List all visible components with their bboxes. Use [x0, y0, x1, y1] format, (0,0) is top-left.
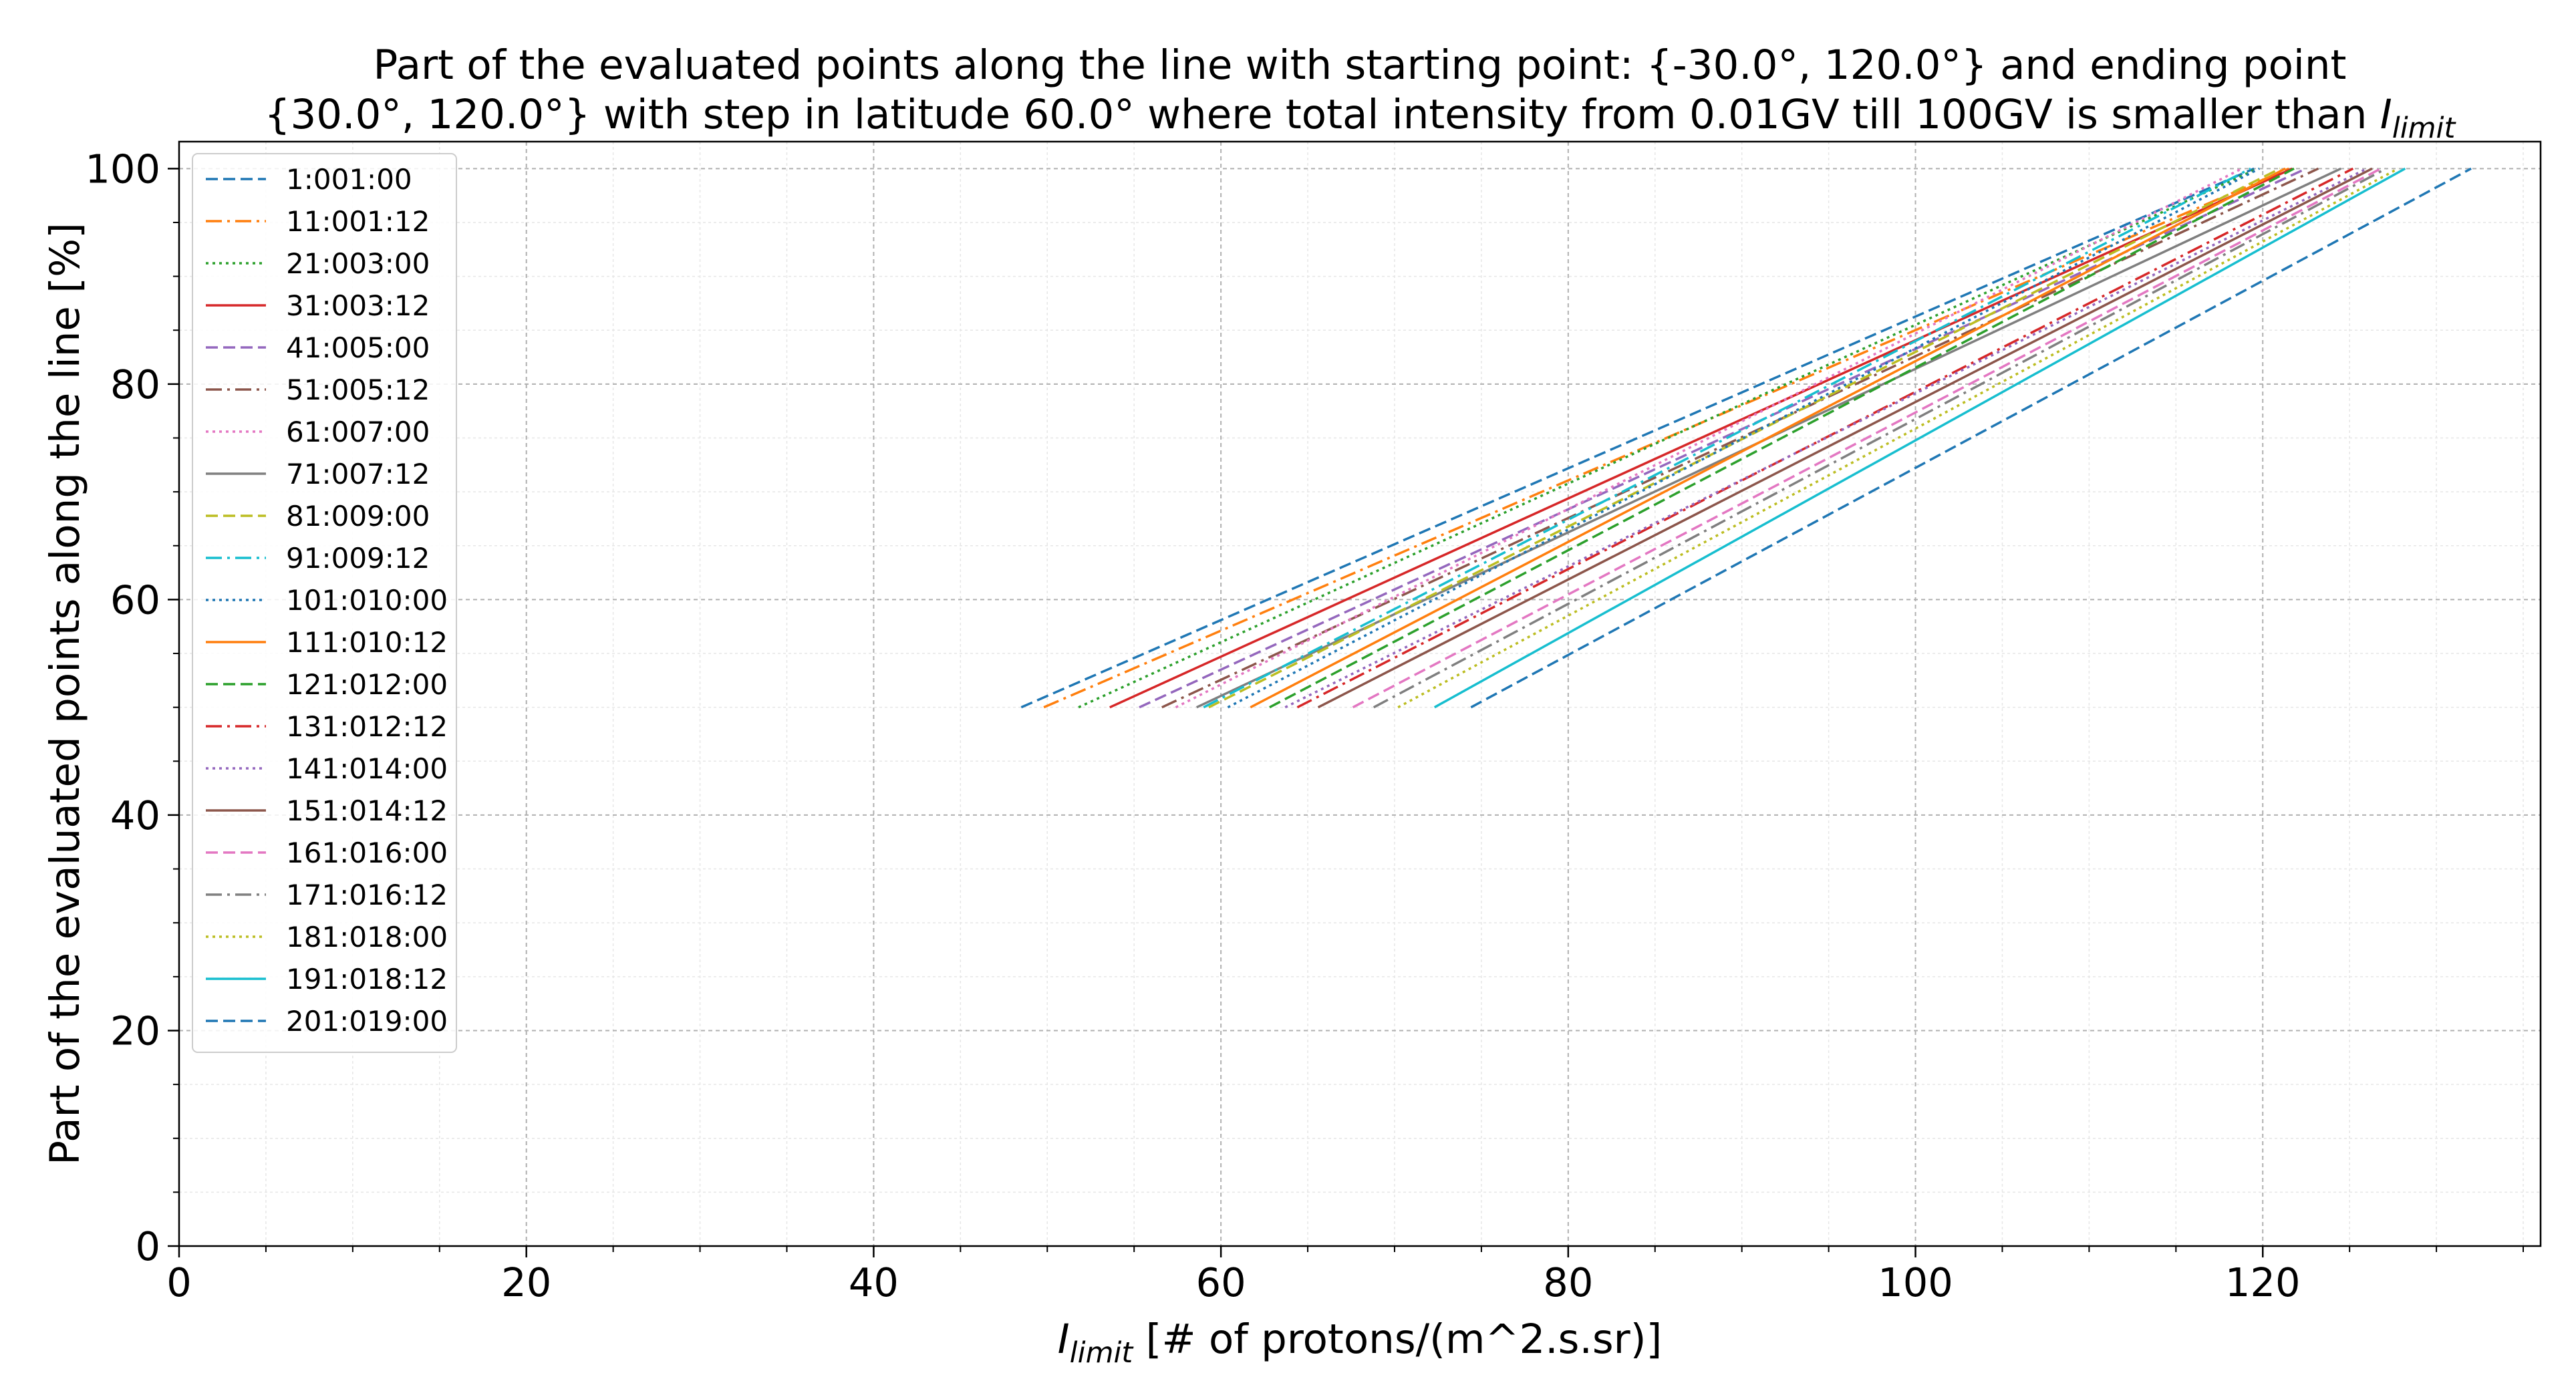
- y-tick-label: 80: [110, 361, 160, 408]
- series-line: [1203, 167, 2251, 709]
- axes: 0 20 40 60 80 100 120 0 20 40 60 80 100: [85, 146, 2525, 1306]
- legend-entry: 121:012:00: [206, 668, 448, 701]
- legend-label: 71:007:12: [286, 458, 430, 490]
- legend-entry: 171:016:12: [206, 879, 448, 911]
- x-axis-label-subscript: limit: [1070, 1336, 1135, 1370]
- series-line: [1227, 167, 2260, 709]
- series-line: [1020, 167, 2255, 709]
- series-line: [1352, 167, 2382, 709]
- legend-entry: 161:016:00: [206, 836, 448, 869]
- chart-title-line-2: {30.0°, 120.0°} with step in latitude 60…: [265, 91, 2457, 145]
- series-line: [1250, 167, 2286, 709]
- chart-title: Part of the evaluated points along the l…: [265, 41, 2457, 145]
- legend-label: 171:016:12: [286, 879, 448, 911]
- legend-label: 51:005:12: [286, 373, 430, 406]
- legend-entry: 41:005:00: [206, 331, 430, 364]
- legend-label: 31:003:12: [286, 289, 430, 322]
- series-line: [1397, 167, 2399, 709]
- x-tick-label: 120: [2225, 1259, 2301, 1306]
- y-tick-label: 60: [110, 577, 160, 623]
- x-tick-label: 80: [1543, 1259, 1593, 1306]
- series-layer: [1020, 167, 2472, 709]
- x-tick-label: 20: [501, 1259, 551, 1306]
- legend-label: 1:001:00: [286, 163, 412, 196]
- series-line: [1043, 167, 2289, 709]
- legend-entry: 21:003:00: [206, 247, 430, 280]
- legend-label: 91:009:12: [286, 542, 430, 575]
- legend: 1:001:00 11:001:12 21:003:00 31:003:12 41:00…: [192, 153, 457, 1053]
- series-line: [1175, 167, 2243, 709]
- chart-title-line-1: Part of the evaluated points along the l…: [374, 41, 2347, 89]
- legend-entry: 151:014:12: [206, 794, 448, 827]
- series-line: [1317, 167, 2373, 709]
- legend-label: 11:001:12: [286, 205, 430, 238]
- legend-entry: 51:005:12: [206, 373, 430, 406]
- chart-title-line-2-subscript: limit: [2392, 112, 2457, 145]
- x-axis-label: Ilimit [# of protons/(m^2.s.sr)]: [1058, 1316, 1663, 1370]
- series-line: [1433, 167, 2406, 709]
- legend-entry: 201:019:00: [206, 1005, 448, 1038]
- series-line: [1373, 167, 2387, 709]
- legend-entry: 181:018:00: [206, 921, 448, 953]
- legend-label: 131:012:12: [286, 710, 448, 743]
- grid: [179, 142, 2541, 1246]
- legend-label: 111:010:12: [286, 626, 448, 659]
- legend-entry: 71:007:12: [206, 458, 430, 490]
- legend-label: 151:014:12: [286, 794, 448, 827]
- series-line: [1269, 167, 2295, 709]
- legend-entry: 31:003:12: [206, 289, 430, 322]
- x-tick-label: 100: [1878, 1259, 1953, 1306]
- legend-label: 101:010:00: [286, 584, 448, 617]
- legend-entry: 61:007:00: [206, 416, 430, 448]
- legend-label: 81:009:00: [286, 500, 430, 532]
- series-line: [1284, 167, 2368, 709]
- legend-label: 141:014:00: [286, 752, 448, 785]
- legend-entry: 1:001:00: [206, 163, 412, 196]
- legend-label: 61:007:00: [286, 416, 430, 448]
- legend-frame: [192, 153, 457, 1053]
- y-tick-label: 20: [110, 1008, 160, 1054]
- x-tick-label: 0: [166, 1259, 192, 1306]
- legend-entry: 11:001:12: [206, 205, 430, 238]
- x-tick-label: 40: [849, 1259, 899, 1306]
- x-axis-label-variable: I: [1058, 1316, 1070, 1363]
- y-tick-label: 0: [135, 1223, 160, 1269]
- x-tick-label: 60: [1196, 1259, 1246, 1306]
- y-tick-label: 40: [110, 792, 160, 838]
- y-axis-label: Part of the evaluated points along the l…: [41, 222, 89, 1165]
- legend-entry: 141:014:00: [206, 752, 448, 785]
- series-line: [1470, 167, 2472, 709]
- legend-label: 21:003:00: [286, 247, 430, 280]
- legend-entry: 111:010:12: [206, 626, 448, 659]
- chart-title-line-2-variable: I: [2380, 91, 2392, 138]
- legend-label: 201:019:00: [286, 1005, 448, 1038]
- legend-label: 161:016:00: [286, 836, 448, 869]
- series-line: [1109, 167, 2293, 709]
- chart-title-line-2-text: {30.0°, 120.0°} with step in latitude 60…: [265, 91, 2380, 138]
- legend-label: 41:005:00: [286, 331, 430, 364]
- series-line: [1078, 167, 2259, 709]
- plot-frame: [178, 140, 2542, 1247]
- legend-label: 121:012:00: [286, 668, 448, 701]
- y-tick-label: 100: [85, 146, 160, 192]
- legend-entry: 91:009:12: [206, 542, 430, 575]
- legend-entry: 191:018:12: [206, 963, 448, 996]
- legend-entry: 81:009:00: [206, 500, 430, 532]
- legend-label: 191:018:12: [286, 963, 448, 996]
- legend-entry: 101:010:00: [206, 584, 448, 617]
- legend-entry: 131:012:12: [206, 710, 448, 743]
- legend-label: 181:018:00: [286, 921, 448, 953]
- x-axis-label-text: [# of protons/(m^2.s.sr)]: [1133, 1316, 1662, 1363]
